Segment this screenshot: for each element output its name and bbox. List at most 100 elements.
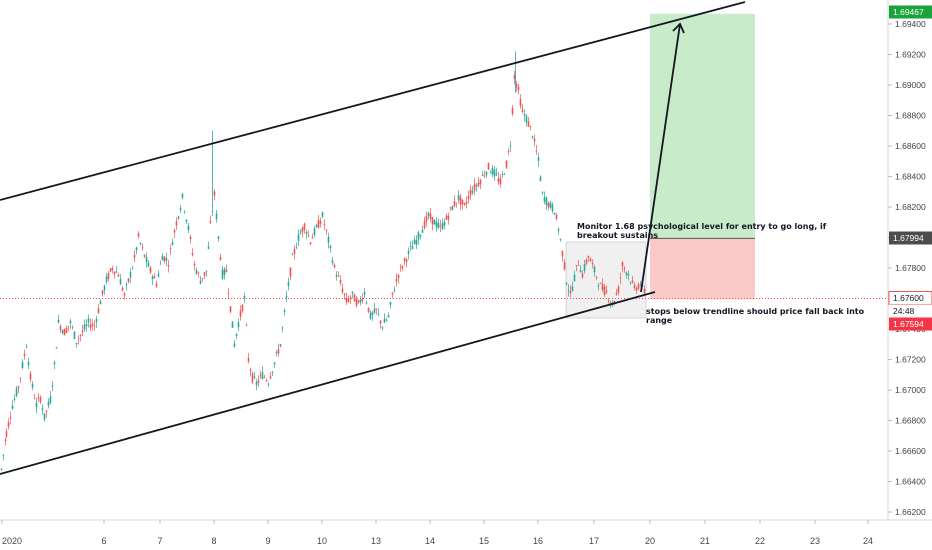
candle-body xyxy=(175,221,178,226)
candle-body xyxy=(59,326,62,331)
candle-body xyxy=(9,417,12,419)
candle-body xyxy=(395,279,398,282)
stop-zone[interactable] xyxy=(650,238,755,300)
candle-body xyxy=(311,237,314,239)
candle-body xyxy=(327,236,330,243)
candle-body xyxy=(429,213,432,219)
candle-body xyxy=(483,175,486,177)
candle-body xyxy=(461,199,464,205)
candle-body xyxy=(283,310,286,312)
candle-body xyxy=(385,319,388,321)
candle-body xyxy=(133,255,136,258)
candle-body xyxy=(431,217,434,225)
candle-body xyxy=(399,266,402,268)
candle-body xyxy=(5,431,8,437)
candle-body xyxy=(33,398,36,400)
time-tick-label: 20 xyxy=(645,536,655,546)
time-tick-label: 16 xyxy=(533,536,543,546)
candle-body xyxy=(357,300,360,303)
candle-body xyxy=(529,126,532,127)
candle-body xyxy=(383,319,386,323)
candle-body xyxy=(25,346,28,348)
candle-body xyxy=(525,115,528,123)
candles xyxy=(0,70,646,471)
candle-body xyxy=(491,168,494,175)
candle-body xyxy=(371,312,374,315)
candle-body xyxy=(513,75,516,79)
candle-body xyxy=(531,136,534,138)
upper-channel-trendline[interactable] xyxy=(0,1,746,201)
price-tick-label: 1.68200 xyxy=(895,202,926,212)
candle-body xyxy=(75,342,78,345)
price-tick-label: 1.66600 xyxy=(895,446,926,456)
candle-body xyxy=(169,248,172,249)
projection-arrow-line[interactable] xyxy=(640,23,681,293)
candle-body xyxy=(77,338,80,340)
candle-body xyxy=(457,195,460,200)
candle-body xyxy=(157,273,160,277)
candle-body xyxy=(393,290,396,292)
candle-body xyxy=(495,173,498,175)
candle-body xyxy=(565,282,568,285)
candle-body xyxy=(67,326,70,327)
candle-body xyxy=(411,246,414,250)
entry-price-label-box[interactable] xyxy=(889,231,932,245)
candle-body xyxy=(51,385,54,387)
candle-body xyxy=(547,203,550,208)
time-tick-label: 21 xyxy=(700,536,710,546)
candle-body xyxy=(49,396,52,403)
candle-body xyxy=(333,264,336,268)
candle-body xyxy=(295,247,298,249)
price-tick-label: 1.69000 xyxy=(895,80,926,90)
candle-body xyxy=(101,290,104,295)
candle-body xyxy=(145,257,148,263)
candle-body xyxy=(15,388,18,397)
candle-body xyxy=(467,195,470,200)
candle-body xyxy=(55,347,58,349)
consolidation-range-box[interactable] xyxy=(565,241,647,319)
time-tick-label: 23 xyxy=(810,536,820,546)
candle-body xyxy=(17,386,20,389)
candle-body xyxy=(293,249,296,254)
time-tick-label: 9 xyxy=(265,536,270,546)
candle-body xyxy=(319,220,322,224)
price-tick-label: 1.66800 xyxy=(895,416,926,426)
candle-body xyxy=(507,151,510,153)
candle-body xyxy=(235,333,238,336)
candle-body xyxy=(445,215,448,220)
candle-body xyxy=(233,343,236,347)
candle-body xyxy=(251,373,254,383)
candle-body xyxy=(631,280,634,283)
target-price-label-box[interactable] xyxy=(889,5,932,19)
candle-body xyxy=(455,202,458,204)
time-tick-label: 8 xyxy=(211,536,216,546)
candle-body xyxy=(397,274,400,279)
stop-price-label-box[interactable] xyxy=(889,317,932,331)
candle-body xyxy=(389,302,392,305)
candle-body xyxy=(607,300,610,302)
countdown-label-box[interactable] xyxy=(889,304,932,318)
candle-body xyxy=(323,224,326,226)
candle-body xyxy=(83,324,86,330)
candle-body xyxy=(479,179,482,185)
candle-body xyxy=(167,264,170,267)
candle-body xyxy=(579,270,582,273)
candle-body xyxy=(61,330,64,333)
target-zone[interactable] xyxy=(650,13,755,239)
candle-body xyxy=(155,283,158,287)
candle-body xyxy=(261,372,264,379)
lower-channel-trendline[interactable] xyxy=(0,291,656,475)
entry-price-label: 1.67994 xyxy=(893,233,924,243)
price-ticks: 1.69400 1.69200 1.69000 1.68800 1.68600 1.684… xyxy=(888,19,926,517)
candle-body xyxy=(151,276,154,280)
candle-body xyxy=(91,323,94,326)
candle-body xyxy=(41,408,44,411)
candle-body xyxy=(405,259,408,263)
current-price-label-box[interactable] xyxy=(889,291,932,305)
candle-body xyxy=(537,157,540,161)
price-axis-panel[interactable] xyxy=(888,0,932,550)
candle-body xyxy=(273,362,276,365)
candle-body xyxy=(71,327,74,328)
candle-body xyxy=(53,362,56,365)
